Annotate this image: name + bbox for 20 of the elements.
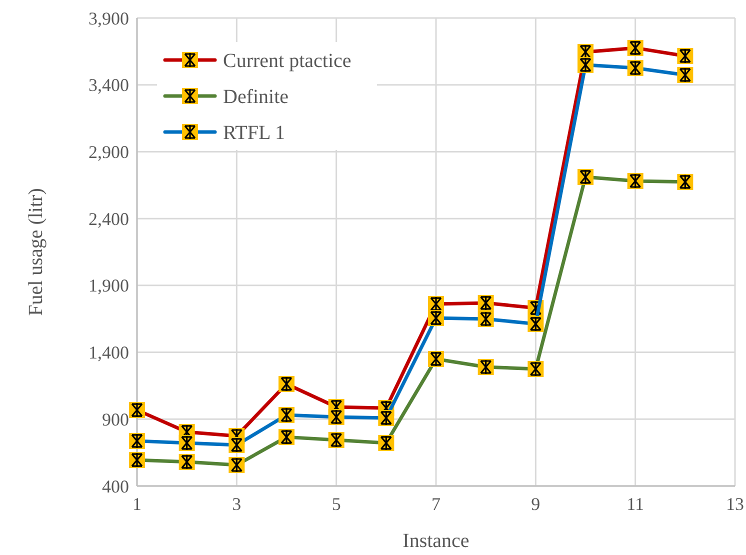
y-tick-label: 2,900 bbox=[88, 142, 129, 162]
legend-label: Current ptactice bbox=[223, 50, 352, 72]
x-tick-label: 9 bbox=[531, 494, 540, 514]
y-tick-label: 2,400 bbox=[88, 208, 129, 229]
x-tick-label: 5 bbox=[332, 494, 341, 514]
x-tick-label: 13 bbox=[726, 494, 744, 514]
x-tick-label: 3 bbox=[232, 494, 242, 514]
y-tick-label: 3,900 bbox=[88, 8, 129, 28]
x-tick-label: 11 bbox=[626, 494, 644, 514]
y-tick-label: 1,400 bbox=[88, 342, 129, 363]
x-tick-label: 1 bbox=[132, 494, 142, 514]
y-tick-label: 1,900 bbox=[88, 276, 129, 296]
y-tick-label: 3,400 bbox=[88, 75, 129, 96]
y-tick-label: 900 bbox=[102, 409, 129, 430]
x-axis-title: Instance bbox=[402, 530, 470, 552]
legend-label: Definite bbox=[223, 86, 289, 108]
y-axis-title: Fuel usage (litr) bbox=[25, 188, 47, 316]
legend-label: RTFL 1 bbox=[223, 122, 285, 144]
y-tick-label: 400 bbox=[102, 476, 129, 496]
x-tick-label: 7 bbox=[432, 494, 440, 514]
